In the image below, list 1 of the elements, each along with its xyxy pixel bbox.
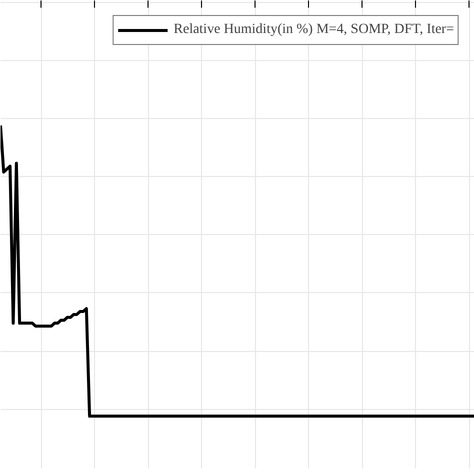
- legend-label: Relative Humidity(in %) M=4, SOMP, DFT, Iter=: [174, 22, 454, 38]
